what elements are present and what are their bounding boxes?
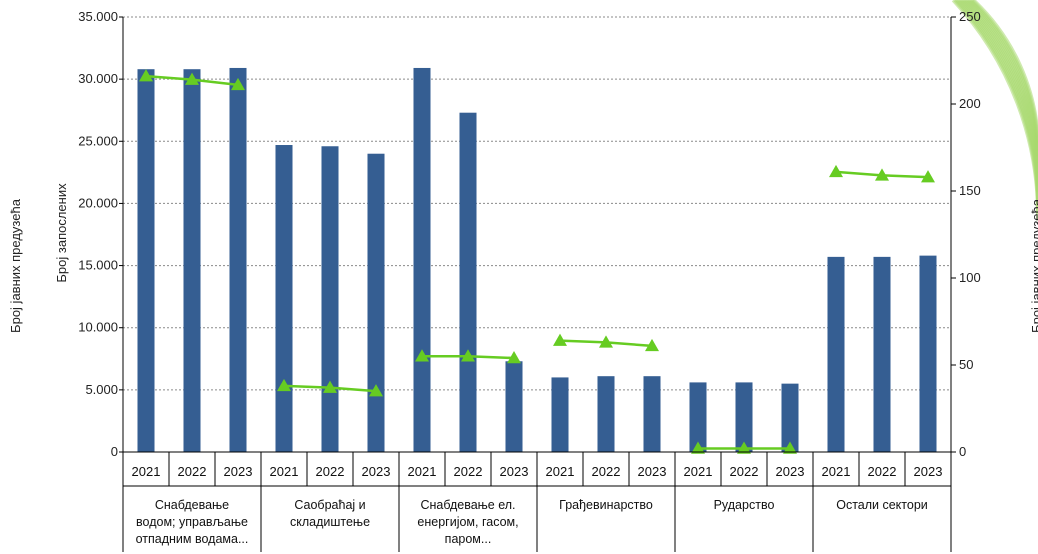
bar [781, 383, 799, 452]
bar [597, 376, 615, 452]
line-point [599, 335, 613, 348]
year-tick-label: 2022 [730, 464, 759, 479]
year-tick-label: 2023 [500, 464, 529, 479]
bar [689, 382, 707, 452]
line-point [737, 441, 751, 454]
bar [551, 377, 569, 452]
year-tick-label: 2022 [316, 464, 345, 479]
bar [643, 376, 661, 452]
bar [137, 69, 155, 452]
category-label: Остали сектори [836, 498, 928, 512]
line-point [369, 384, 383, 397]
y-right-tick-label: 50 [959, 357, 973, 372]
y-right-tick-label: 250 [959, 9, 981, 24]
year-tick-label: 2022 [868, 464, 897, 479]
y-right-tick-label: 100 [959, 270, 981, 285]
line-point [461, 349, 475, 362]
year-tick-label: 2023 [776, 464, 805, 479]
category-label: паром... [445, 532, 492, 546]
line-point [231, 77, 245, 91]
line-point [783, 441, 797, 454]
line-point [829, 164, 843, 178]
line-point [139, 69, 153, 82]
line-series [139, 69, 935, 454]
category-label: водом; управљање [136, 515, 248, 529]
year-tick-label: 2022 [178, 464, 207, 479]
bar [367, 153, 385, 452]
y-left-tick-label: 35.000 [78, 9, 118, 24]
y-left-tick-label: 20.000 [78, 195, 118, 210]
year-tick-label: 2023 [224, 464, 253, 479]
line-point [645, 338, 659, 352]
y-right-axis-title: Број јавних предузећа [1029, 198, 1038, 333]
line-point [507, 351, 521, 364]
outer-left-axis-title: Број јавних предузећа [8, 198, 23, 333]
category-label: енергијом, гасом, [417, 515, 518, 529]
x-axis-categories: 2021 2022 2023 2021 2022 2023 2021 2022 2023 2021… [122, 452, 952, 552]
year-tick-label: 2021 [546, 464, 575, 479]
bar [413, 67, 431, 452]
bar [919, 255, 937, 452]
year-tick-label: 2021 [408, 464, 437, 479]
y-right-tick-label: 150 [959, 183, 981, 198]
line-point [415, 349, 429, 362]
y-left-tick-label: 10.000 [78, 320, 118, 335]
bar [183, 69, 201, 452]
y-right-ticks: 0 50 100 150 200 250 [951, 9, 981, 459]
y-left-tick-label: 25.000 [78, 133, 118, 148]
category-label: Рударство [714, 498, 775, 512]
year-tick-label: 2022 [454, 464, 483, 479]
y-left-tick-label: 0 [111, 444, 118, 459]
year-tick-label: 2021 [270, 464, 299, 479]
bar [459, 112, 477, 452]
line-point [323, 380, 337, 393]
y-left-axis-title: Број запослених [54, 183, 69, 283]
line-point [553, 333, 567, 346]
line-point [691, 441, 705, 454]
y-left-tick-label: 5.000 [85, 382, 118, 397]
category-label: складиштење [290, 515, 370, 529]
year-tick-label: 2023 [362, 464, 391, 479]
decorative-stripes [951, 0, 1038, 221]
bar [735, 382, 753, 452]
bar [229, 67, 247, 452]
year-tick-label: 2021 [822, 464, 851, 479]
bar [505, 361, 523, 452]
line-point [921, 170, 935, 183]
category-label: Грађевинарство [559, 498, 653, 512]
y-left-tick-label: 30.000 [78, 71, 118, 86]
y-left-tick-label: 15.000 [78, 258, 118, 273]
line-point [185, 72, 199, 85]
category-label: Снабдевање [155, 498, 229, 512]
gridlines [123, 16, 951, 391]
line-point [875, 168, 889, 181]
year-tick-label: 2023 [914, 464, 943, 479]
year-tick-label: 2023 [638, 464, 667, 479]
year-tick-label: 2021 [132, 464, 161, 479]
year-tick-label: 2021 [684, 464, 713, 479]
category-label: Саобраћај и [294, 498, 365, 512]
category-label: отпадним водама... [136, 532, 249, 546]
bar [275, 145, 293, 452]
category-label: Снабдевање ел. [420, 498, 515, 512]
bar-series [137, 67, 937, 452]
decor-stripe [951, 0, 1038, 221]
bar [873, 256, 891, 452]
line-point [277, 378, 291, 392]
bar [321, 146, 339, 452]
year-tick-label: 2022 [592, 464, 621, 479]
y-left-ticks: 0 5.000 10.000 15.000 20.000 25.000 30.000 35.0… [78, 9, 118, 459]
bar [827, 256, 845, 452]
y-right-tick-label: 200 [959, 96, 981, 111]
y-right-tick-label: 0 [959, 444, 966, 459]
